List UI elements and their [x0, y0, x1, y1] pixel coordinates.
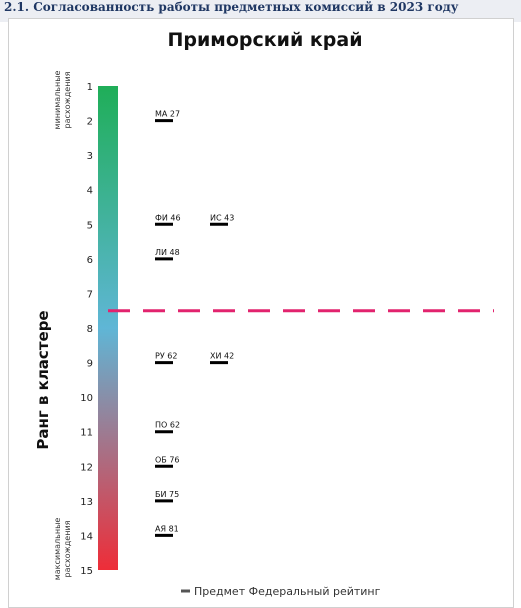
y-tick-label: 1 [87, 82, 93, 93]
data-point-label: АЯ 81 [155, 524, 179, 533]
legend: Предмет Федеральный рейтинг [181, 585, 381, 598]
legend-label: Предмет Федеральный рейтинг [194, 585, 381, 598]
data-point-label: ПО 62 [155, 421, 180, 430]
y-tick-label: 7 [87, 289, 93, 300]
data-point-label: ИС 43 [210, 213, 234, 222]
chart-frame [8, 18, 514, 608]
data-point-label: БИ 75 [155, 490, 179, 499]
y-tick-label: 5 [87, 220, 93, 231]
annotation-text: минимальныерасхождения [53, 70, 72, 129]
rank-gradient-bar [98, 86, 118, 570]
annotation-text: максимальныерасхождения [53, 518, 72, 581]
y-tick-label: 12 [80, 462, 93, 473]
chart-title: Приморский край [167, 29, 362, 51]
y-tick-label: 13 [80, 497, 93, 508]
data-point-label: ХИ 42 [210, 352, 234, 361]
y-tick-label: 6 [87, 255, 93, 266]
data-point-label: МА 27 [155, 110, 180, 119]
data-point-label: ФИ 46 [155, 213, 181, 222]
data-point-label: ЛИ 48 [155, 248, 180, 257]
y-tick-label: 4 [87, 186, 93, 197]
y-tick-label: 9 [87, 359, 93, 370]
y-tick-label: 3 [87, 151, 93, 162]
bottom-annotation: максимальныерасхождения [53, 518, 72, 581]
y-axis-label: Ранг в кластере [34, 310, 52, 449]
top-annotation: минимальныерасхождения [53, 70, 72, 129]
data-point-label: ОБ 76 [155, 455, 180, 464]
y-tick-label: 2 [87, 117, 93, 128]
y-tick-label: 14 [80, 531, 93, 542]
y-tick-label: 11 [80, 428, 93, 439]
data-point-label: РУ 62 [155, 352, 177, 361]
y-tick-label: 15 [80, 566, 93, 577]
y-tick-label: 8 [87, 324, 93, 335]
section-heading: 2.1. Согласованность работы предметных к… [0, 0, 521, 22]
y-tick-label: 10 [80, 393, 93, 404]
